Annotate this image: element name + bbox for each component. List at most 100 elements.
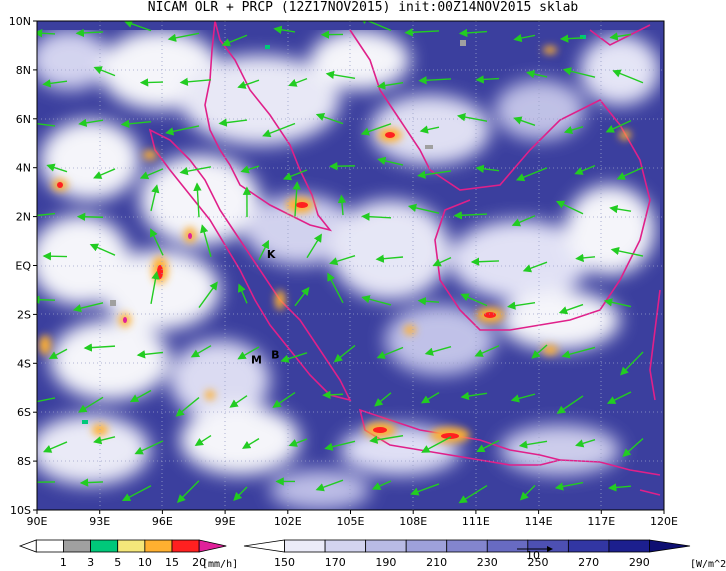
wind-arrow [519,484,536,501]
marker-K: K [267,248,276,261]
wind-arrow [460,391,488,401]
olr-swatch [608,539,650,553]
wind-arrow [554,481,584,491]
lat-label: 2N [16,211,31,224]
wind-arrow [37,295,56,304]
wind-arrow [150,184,160,212]
wind-arrow [78,118,104,127]
marker-M: M [251,353,262,366]
lon-label: 96E [152,515,173,528]
wind-arrow [258,239,269,261]
lon-label: 114E [525,515,553,528]
prcp-swatch [35,539,64,553]
lon-label: 102E [274,515,302,528]
olr-field [37,21,664,510]
wind-arrow [262,122,296,138]
wind-arrow [75,28,104,38]
wind-arrow [475,75,500,84]
wind-arrow [575,253,596,263]
lat-label: 4N [16,162,31,175]
wind-arrow [315,479,344,492]
wind-arrow [474,345,500,357]
olr-swatch [324,539,367,553]
wind-arrow [37,29,56,38]
wind-arrow [407,203,440,214]
wind-arrow [325,70,356,79]
olr-tick-label: 250 [527,556,548,569]
lat-label: EQ [15,260,31,273]
wind-arrow [369,434,404,444]
wind-arrow [458,28,488,38]
lon-label: 93E [89,515,110,528]
wind-arrow [129,389,152,403]
wind-arrow [603,298,632,308]
olr-colorbar: 150 170 190 210 230 250 270 290 [W/m^2] 10 [243,539,726,570]
wind-arrow [165,125,200,136]
wind-arrow [620,351,644,376]
wind-arrow [237,79,260,89]
wind-arrow [292,181,301,217]
wind-arrow [510,393,536,403]
lat-label: 4S [17,357,31,370]
wind-arrow [218,118,248,127]
wind-arrow [563,125,584,135]
wind-arrow [417,297,440,306]
wind-arrow [376,81,404,90]
wind-arrow [242,438,260,449]
wind-arrow [123,21,152,32]
wind-arrow [272,392,296,408]
wind-arrow [526,69,548,79]
wind-arrow [139,78,164,87]
wind-arrow [190,345,212,358]
wind-arrow [42,79,68,88]
wind-arrow [608,483,632,492]
prcp-tick-label: 15 [165,556,179,569]
wind-arrow [167,32,200,42]
wind-arrow [42,252,68,261]
wind-arrow [327,272,344,304]
olr-unit: [W/m^2] [690,559,726,570]
wind-arrow [46,163,68,173]
wind-arrow [432,257,452,267]
wind-arrow [418,76,452,85]
olr-swatch [446,539,488,553]
wind-arrow [458,484,488,504]
lat-label: 8S [17,455,31,468]
wind-arrow [410,483,440,496]
wind-arrow [562,67,596,78]
olr-swatch-low [243,539,285,553]
wind-arrow [456,113,488,122]
wind-arrow [306,233,322,259]
wind-arrow [361,295,392,306]
olr-swatch-high [649,539,691,553]
wind-arrow [121,485,152,502]
wind-arrow [513,116,536,126]
wind-arrow [193,182,202,218]
wind-arrow [360,123,392,136]
wind-arrow [324,440,356,451]
wind-arrow [37,212,56,217]
wind-arrow [376,346,404,359]
wind-arrow [558,303,584,315]
wind-arrow [179,166,212,176]
wind-arrow [556,395,584,414]
prcp-tick-label: 10 [138,556,152,569]
olr-tick-label: 210 [426,556,447,569]
wind-arrow [280,352,308,363]
wind-arrow [606,391,632,404]
wind-arrow [374,392,392,407]
wind-arrow [240,165,260,174]
prcp-tick-label: 20 [192,556,206,569]
wind-arrow [120,119,152,129]
lon-label: 111E [462,515,490,528]
wind-arrow [610,246,644,257]
wind-arrow [424,346,452,356]
olr-tick-label: 170 [325,556,346,569]
wind-arrow [460,293,488,307]
prcp-tick-label: 5 [114,556,121,569]
lon-label: 99E [215,515,236,528]
wind-arrow [76,212,104,221]
wind-arrow [315,112,344,125]
wind-arrow [221,34,248,47]
